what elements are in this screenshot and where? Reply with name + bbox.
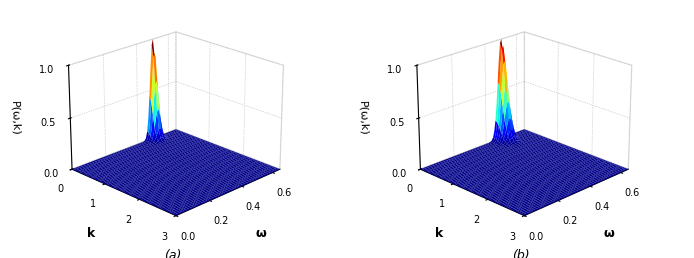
X-axis label: ω: ω — [604, 227, 615, 240]
Text: (a): (a) — [164, 249, 182, 258]
Text: (b): (b) — [512, 249, 530, 258]
Y-axis label: k: k — [87, 227, 95, 240]
X-axis label: ω: ω — [255, 227, 266, 240]
Y-axis label: k: k — [435, 227, 443, 240]
